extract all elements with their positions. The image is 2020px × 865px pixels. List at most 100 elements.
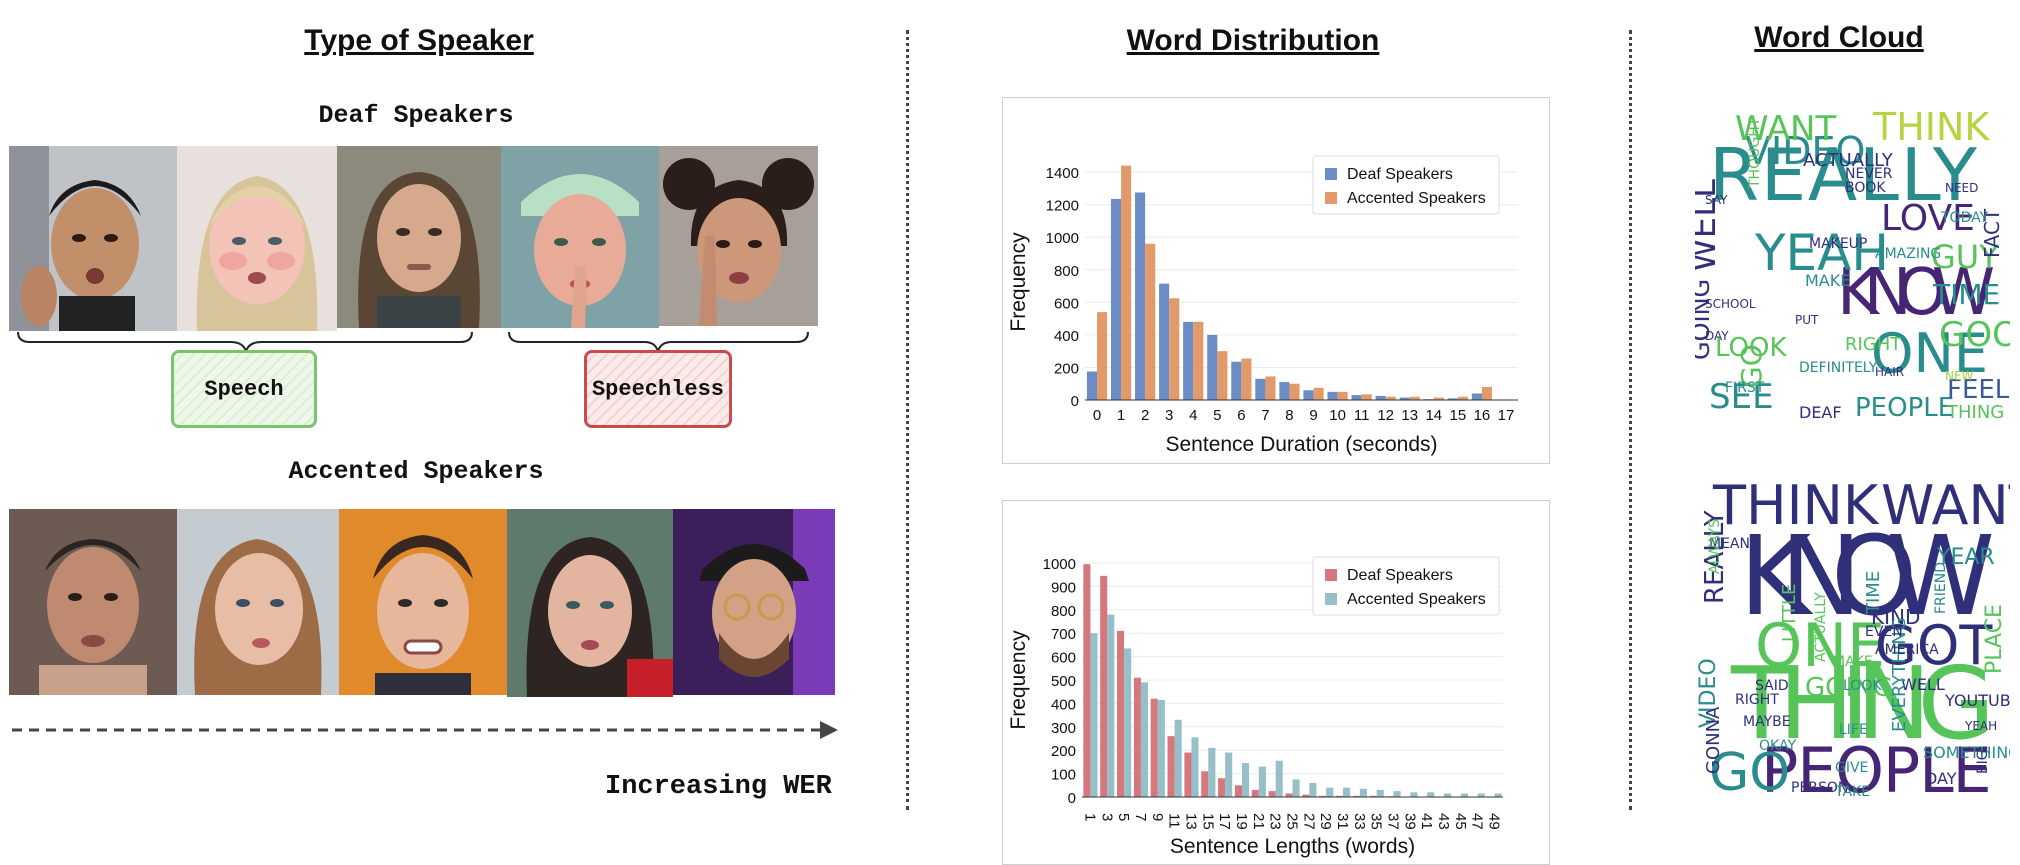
cloud-word: TIME bbox=[1863, 571, 1884, 615]
y-tick-label: 700 bbox=[1051, 626, 1076, 643]
x-tick-label: 33 bbox=[1351, 813, 1368, 830]
bar bbox=[1478, 793, 1485, 797]
bar bbox=[1259, 767, 1266, 797]
y-tick-label: 400 bbox=[1051, 696, 1076, 713]
cloud-word: GONNA bbox=[1703, 706, 1724, 774]
x-tick-label: 3 bbox=[1165, 407, 1173, 424]
bar bbox=[1117, 631, 1124, 797]
cloud-word: SCHOOL bbox=[1705, 297, 1756, 311]
cloud-word: GOING bbox=[1695, 279, 1715, 360]
cloud-word: HAIR bbox=[1875, 365, 1904, 379]
x-tick-label: 27 bbox=[1300, 813, 1317, 830]
bar bbox=[1362, 394, 1372, 400]
x-tick-label: 9 bbox=[1149, 813, 1166, 821]
x-tick-label: 49 bbox=[1486, 813, 1503, 830]
accented-speaker-photo bbox=[507, 509, 673, 697]
bar bbox=[1090, 633, 1097, 797]
cloud-word: LITTLE bbox=[1779, 584, 1800, 642]
cloud-word: MAYBE bbox=[1743, 714, 1791, 730]
x-tick-label: 8 bbox=[1285, 407, 1293, 424]
y-tick-label: 400 bbox=[1054, 328, 1079, 345]
x-tick-label: 25 bbox=[1284, 813, 1301, 830]
x-tick-label: 1 bbox=[1117, 407, 1125, 424]
cloud-word: FIRST bbox=[1725, 380, 1765, 396]
x-tick-label: 13 bbox=[1401, 407, 1418, 424]
y-tick-label: 200 bbox=[1054, 360, 1079, 377]
bar bbox=[1242, 763, 1249, 797]
bar bbox=[1410, 792, 1417, 797]
bar bbox=[1159, 284, 1169, 400]
x-tick-label: 15 bbox=[1450, 407, 1467, 424]
cloud-word: FRIEND bbox=[1933, 562, 1949, 614]
x-tick-label: 12 bbox=[1377, 407, 1394, 424]
x-tick-label: 29 bbox=[1317, 813, 1334, 830]
legend-swatch bbox=[1325, 192, 1337, 204]
bar bbox=[1124, 648, 1131, 797]
x-tick-label: 5 bbox=[1115, 813, 1132, 821]
speech-tag: Speech bbox=[171, 350, 317, 428]
divider-left bbox=[906, 30, 909, 810]
bar bbox=[1107, 614, 1114, 797]
cloud-word: PEOPLE bbox=[1855, 393, 1954, 423]
accented-speaker-photo bbox=[177, 509, 339, 697]
x-tick-label: 16 bbox=[1474, 407, 1491, 424]
cloud-word: GOOD bbox=[1939, 315, 2010, 355]
y-tick-label: 300 bbox=[1051, 720, 1076, 737]
cloud-word: THINK bbox=[1872, 108, 1990, 149]
y-tick-label: 100 bbox=[1051, 767, 1076, 784]
x-tick-label: 45 bbox=[1452, 813, 1469, 830]
cloud-word: THING bbox=[1946, 402, 2004, 423]
legend-entry: Accented Speakers bbox=[1347, 591, 1486, 608]
bar bbox=[1276, 761, 1283, 797]
y-tick-label: 1200 bbox=[1046, 198, 1079, 215]
cloud-word: SAY bbox=[1705, 193, 1728, 207]
bar bbox=[1151, 699, 1158, 797]
cloud-word: EVEN bbox=[1865, 624, 1903, 640]
bar bbox=[1289, 384, 1299, 400]
bar bbox=[1241, 358, 1251, 400]
bar bbox=[1169, 298, 1179, 400]
bar bbox=[1217, 351, 1227, 400]
bar bbox=[1252, 790, 1259, 797]
y-tick-label: 500 bbox=[1051, 673, 1076, 690]
bar bbox=[1376, 396, 1386, 400]
bar bbox=[1191, 737, 1198, 797]
x-tick-label: 17 bbox=[1498, 407, 1515, 424]
bar bbox=[1265, 376, 1275, 400]
bar bbox=[1360, 789, 1367, 797]
bar bbox=[1193, 322, 1203, 400]
cloud-word: DEAF bbox=[1799, 403, 1842, 422]
x-tick-label: 3 bbox=[1098, 813, 1115, 821]
cloud-word: AMERICA bbox=[1875, 642, 1939, 658]
bar bbox=[1293, 779, 1300, 797]
bar bbox=[1175, 720, 1182, 797]
legend-swatch bbox=[1325, 593, 1337, 605]
bar bbox=[1184, 753, 1191, 797]
x-tick-label: 19 bbox=[1233, 813, 1250, 830]
y-tick-label: 900 bbox=[1051, 579, 1076, 596]
cloud-word: OKAY bbox=[1759, 738, 1796, 754]
legend-entry: Deaf Speakers bbox=[1347, 166, 1453, 183]
cloud-word: LOOK bbox=[1843, 678, 1882, 694]
bar bbox=[1394, 791, 1401, 797]
bar bbox=[1472, 393, 1482, 400]
cloud-word: NEW bbox=[1945, 369, 1974, 383]
cloud-word: AMAZING bbox=[1875, 246, 1941, 262]
deaf-speakers-label: Deaf Speakers bbox=[318, 101, 513, 130]
bar bbox=[1279, 382, 1289, 400]
cloud-word: DAY bbox=[1925, 769, 1957, 788]
cloud-word: DEFINITELY bbox=[1799, 360, 1878, 376]
cloud-word: PUT bbox=[1795, 313, 1819, 327]
cloud-word: ACTUALLY bbox=[1813, 592, 1829, 662]
x-tick-label: 35 bbox=[1368, 813, 1385, 830]
bar bbox=[1100, 576, 1107, 797]
x-tick-label: 17 bbox=[1216, 813, 1233, 830]
x-tick-label: 4 bbox=[1189, 407, 1197, 424]
cloud-word: YEAH bbox=[1964, 719, 1997, 733]
bar bbox=[1087, 372, 1097, 400]
x-tick-label: 6 bbox=[1237, 407, 1245, 424]
bar bbox=[1145, 244, 1155, 400]
cloud-word: GIVE bbox=[1835, 760, 1868, 776]
distribution-section-title: Word Distribution bbox=[1127, 24, 1380, 58]
